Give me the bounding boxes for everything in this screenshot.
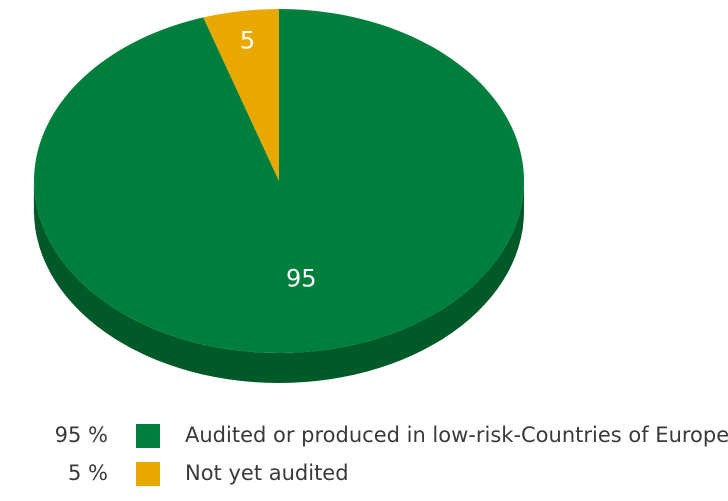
pie-top [34,9,525,353]
legend-percent-not-audited: 5 % [68,461,108,485]
slice-label-audited: 95 [286,265,317,293]
pie-side-audited [34,181,524,383]
slice-label-not-audited: 5 [240,27,255,55]
legend-swatch-audited [136,424,160,448]
legend-percent-audited: 95 % [54,423,108,447]
pie-slice-audited [34,9,525,353]
pie-chart: 95 5 [33,9,525,383]
legend-swatch-not-audited [136,462,160,486]
pie-depth [33,181,524,383]
legend-label-not-audited: Not yet audited [185,461,349,485]
legend-item-not-audited: 5 % Not yet audited [0,458,728,488]
legend-item-audited: 95 % Audited or produced in low-risk-Cou… [0,420,728,450]
pie-slice-not-audited [203,9,279,181]
legend-label-audited: Audited or produced in low-risk-Countrie… [185,423,728,447]
pie-labels: 95 5 [240,27,317,293]
